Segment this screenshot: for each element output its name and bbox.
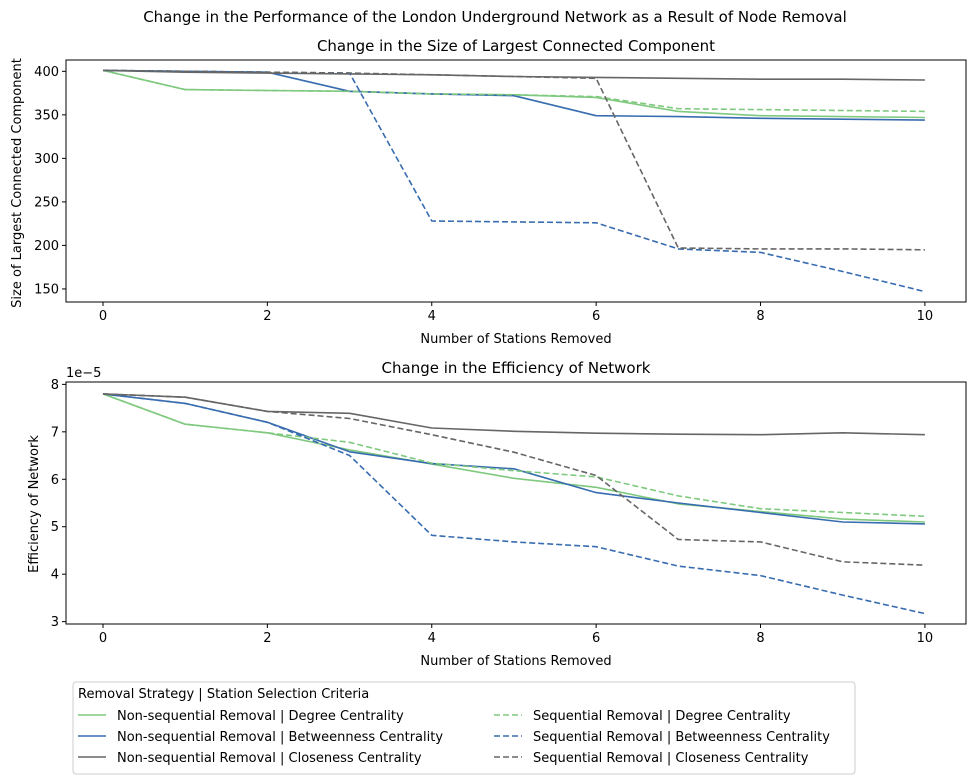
series-line <box>102 69 925 113</box>
x-tick-label: 2 <box>263 631 271 646</box>
series-line <box>102 393 926 615</box>
series-line <box>102 393 925 523</box>
x-tick-label: 10 <box>917 309 934 324</box>
figure-suptitle: Change in the Performance of the London … <box>143 8 847 26</box>
series-line <box>102 393 925 525</box>
y-tick-label: 7 <box>51 425 59 440</box>
series-line <box>102 69 925 119</box>
legend-title: Removal Strategy | Station Selection Cri… <box>78 687 369 702</box>
y-tick-label: 150 <box>34 282 59 297</box>
x-tick-label: 8 <box>756 631 764 646</box>
y-tick-label: 200 <box>34 239 59 254</box>
x-tick-label: 2 <box>263 309 271 324</box>
x-tick-label: 4 <box>428 309 436 324</box>
x-tick-label: 4 <box>428 631 436 646</box>
panel-title: Change in the Efficiency of Network <box>382 359 651 377</box>
legend: Removal Strategy | Station Selection Cri… <box>72 681 856 775</box>
series-line <box>102 69 925 251</box>
y-tick-label: 250 <box>34 195 59 210</box>
y-tick-label: 350 <box>34 108 59 123</box>
panel-network-efficiency: Change in the Efficiency of Network 1e−5… <box>27 359 967 669</box>
panel-title: Change in the Size of Largest Connected … <box>317 37 715 55</box>
x-axis-label: Number of Stations Removed <box>420 654 611 669</box>
x-axis-label: Number of Stations Removed <box>420 332 611 347</box>
legend-frame <box>72 681 856 775</box>
y-axis-label: Efficiency of Network <box>27 435 42 573</box>
axes-frame <box>65 59 967 303</box>
x-tick-label: 6 <box>592 631 600 646</box>
y-tick-label: 3 <box>51 615 59 630</box>
legend-label: Non-sequential Removal | Degree Centrali… <box>117 709 404 724</box>
series-line <box>102 393 925 566</box>
series-line <box>102 69 925 121</box>
y-tick-label: 4 <box>51 568 59 583</box>
series-line <box>102 393 925 518</box>
y-tick-label: 8 <box>51 378 59 393</box>
y-axis-label: Size of Largest Connected Component <box>10 58 25 308</box>
x-tick-label: 0 <box>99 309 107 324</box>
y-tick-label: 5 <box>51 520 59 535</box>
x-tick-label: 0 <box>99 631 107 646</box>
series-line <box>102 69 926 293</box>
y-axis-offset-label: 1e−5 <box>66 366 101 381</box>
y-tick-label: 300 <box>34 152 59 167</box>
x-tick-label: 6 <box>592 309 600 324</box>
x-tick-label: 10 <box>917 631 934 646</box>
legend-label: Sequential Removal | Degree Centrality <box>533 709 791 724</box>
axes-frame <box>65 381 967 625</box>
legend-label: Sequential Removal | Betweenness Central… <box>533 730 830 745</box>
panel-largest-component: Change in the Size of Largest Connected … <box>10 37 967 347</box>
y-tick-label: 400 <box>34 65 59 80</box>
y-tick-label: 6 <box>51 473 59 488</box>
legend-label: Non-sequential Removal | Betweenness Cen… <box>117 730 443 745</box>
legend-label: Sequential Removal | Closeness Centralit… <box>533 751 809 766</box>
x-tick-label: 8 <box>756 309 764 324</box>
legend-label: Non-sequential Removal | Closeness Centr… <box>117 751 422 766</box>
